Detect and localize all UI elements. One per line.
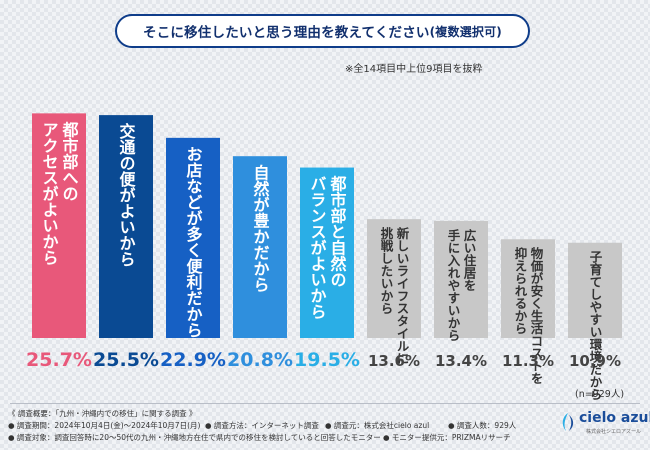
footer-count: ● 調査人数：929人 [448,421,517,430]
footer-provider: ● モニター提供元：PRIZMAリサーチ [383,433,511,442]
bar-label-8-1: 物価が安く生活コストを [529,246,544,384]
footer-divider [10,403,640,404]
bar-label-6-1: 新しいライフスタイルに [395,226,410,364]
value-label-6: 13.6% [368,352,420,370]
bar-9 [568,242,622,338]
footer-method: ● 調査方法：インターネット調査 [205,421,319,430]
footer-target: ● 調査対象：調査回答時に20〜50代の九州・沖縄地方在住で県内での移住を検討し… [8,433,381,442]
title-suffix: (複数選択可) [429,24,502,39]
footer-survey-title: 《 調査概要：「九州・沖縄内での移住」に関する調査 》 [8,409,197,418]
bar-label-7-1: 広い住居を [462,228,477,292]
chart-title: そこに移住したいと思う理由を教えてください (複数選択可) [115,14,530,48]
bar-label-5-2: バランスがよいから [308,176,327,320]
bar-2 [99,115,153,338]
bar-label-5-1: 都市部と自然の [328,175,348,288]
bar-label-6-2: 挑戦したいから [379,226,394,314]
bar-label-1-2: アクセスがよいから [40,121,59,265]
logo-subtitle: 株式会社シエロアズール [586,429,642,435]
bar-label-4-1: 自然が豊かだから [251,163,270,292]
sample-size-note: (n=929人) [575,389,625,400]
footer-org: ● 調査元：株式会社cielo azul [325,421,430,430]
value-label-2: 25.5% [93,349,159,371]
bar-label-8-2: 抑えられるから [513,246,528,334]
bar-4 [233,156,287,338]
value-label-4: 20.8% [227,349,293,371]
bar-7 [434,220,488,338]
bar-1 [32,113,86,338]
value-label-5: 19.5% [294,349,360,371]
value-label-8: 11.3% [502,352,554,370]
title-main: そこに移住したいと思う理由を教えてください [143,25,430,41]
cielo-azul-logo-icon [562,413,574,431]
bar-5 [300,167,354,338]
footer-period: ● 調査期間：2024年10月4日(金)〜2024年10月7日(月) [8,421,201,430]
selection-note: ※全14項目中上位9項目を抜粋 [345,64,483,75]
bar-label-1-1: 都市部への [60,120,80,201]
bar-8 [501,239,555,338]
value-label-3: 22.9% [160,349,226,371]
bar-label-7-2: 手に入れやすいから [446,228,461,342]
bar-3 [166,137,220,338]
bar-label-3-1: お店などが多く便利だから [184,146,203,338]
bar-label-9-1: 子育てしやすい環境だから [588,251,603,400]
bar-6 [367,219,421,338]
bar-label-2-1: 交通の便がよいから [117,122,136,267]
value-label-9: 10.9% [569,352,621,370]
value-label-1: 25.7% [26,349,92,371]
logo-name: cielo azul [579,410,650,426]
value-label-7: 13.4% [435,352,487,370]
